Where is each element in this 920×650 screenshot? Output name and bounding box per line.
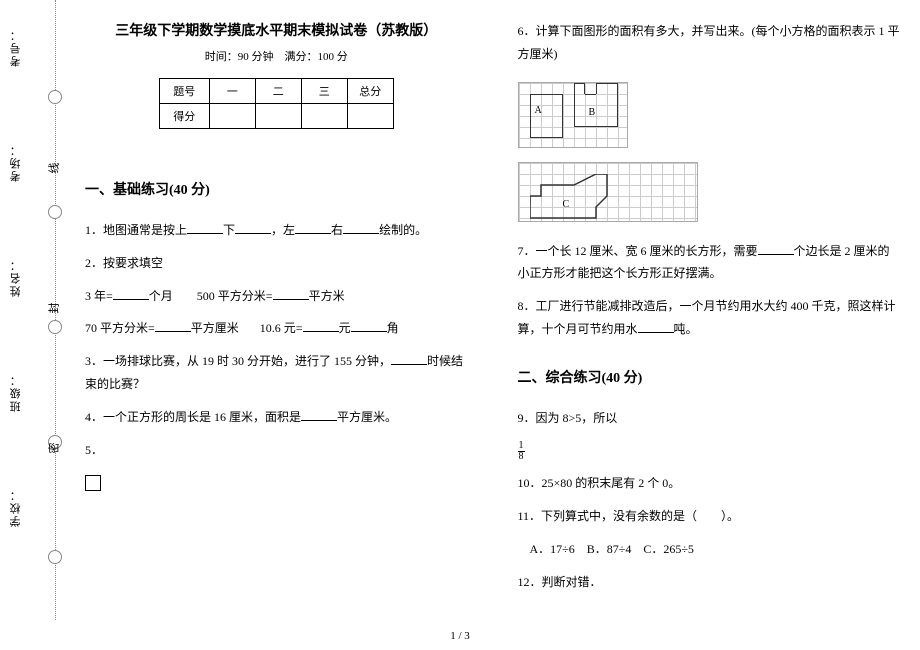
binding-circle [48, 205, 62, 219]
q2-part: 70 平方分米=平方厘米 [85, 321, 239, 335]
exam-title: 三年级下学期数学摸底水平期末模拟试卷（苏教版） [85, 20, 468, 40]
score-header: 三 [301, 79, 347, 104]
binding-margin: 考号： 考场： 姓名： 班级： 学校： 线 封 密 [0, 0, 70, 620]
page-content: 三年级下学期数学摸底水平期末模拟试卷（苏教版） 时间：90 分钟 满分：100 … [85, 20, 900, 620]
grid-figures-row1: A B [518, 82, 901, 148]
question-3: 3．一场排球比赛，从 19 时 30 分开始，进行了 155 分钟，时候结束的比… [85, 350, 468, 396]
score-cell [347, 104, 393, 129]
left-column: 三年级下学期数学摸底水平期末模拟试卷（苏教版） 时间：90 分钟 满分：100 … [85, 20, 468, 620]
q2-part: 3 年=个月 [85, 289, 173, 303]
grid-figures-row2: C [518, 162, 901, 222]
score-cell [209, 104, 255, 129]
question-11-options: A．17÷6 B．87÷4 C．265÷5 [518, 538, 901, 561]
grid-figure-ab: A B [518, 82, 628, 148]
score-header: 题号 [159, 79, 209, 104]
score-cell [301, 104, 347, 129]
binding-label-name: 姓名： [8, 258, 24, 297]
question-7: 7．一个长 12 厘米、宽 6 厘米的长方形，需要个边长是 2 厘米的小正方形才… [518, 240, 901, 286]
q2-part: 500 平方分米=平方米 [197, 289, 345, 303]
shape-a [530, 94, 563, 138]
shape-label-a: A [535, 105, 542, 116]
square-box-icon [85, 475, 101, 491]
question-10: 10．25×80 的积末尾有 2 个 0。 [518, 472, 901, 495]
q1-text: 1．地图通常是按上下，左右绘制的。 [85, 223, 427, 237]
shape-label-b: B [589, 107, 596, 118]
fraction-denominator: 8 [518, 452, 525, 462]
question-11: 11．下列算式中，没有余数的是（ ）。 [518, 505, 901, 528]
score-header: 总分 [347, 79, 393, 104]
section-heading-1: 一、基础练习(40 分) [85, 179, 468, 199]
question-8: 8．工厂进行节能减排改造后，一个月节约用水大约 400 千克，照这样计算，十个月… [518, 295, 901, 341]
fraction: 1 8 [518, 441, 525, 462]
question-2-line2: 70 平方分米=平方厘米 10.6 元=元角 [85, 317, 468, 340]
score-row-label: 得分 [159, 104, 209, 129]
binding-label-school: 学校： [8, 488, 24, 527]
grid-figure-c: C [518, 162, 698, 222]
question-5-box [85, 471, 468, 499]
score-header: 二 [255, 79, 301, 104]
section-heading-2: 二、综合练习(40 分) [518, 367, 901, 387]
binding-label-examno: 考号： [8, 28, 24, 67]
binding-circle [48, 550, 62, 564]
table-row: 得分 [159, 104, 393, 129]
q2-part: 10.6 元=元角 [260, 321, 399, 335]
shape-label-c: C [563, 199, 570, 210]
question-2-line1: 3 年=个月 500 平方分米=平方米 [85, 285, 468, 308]
question-9-frac: 1 8 [518, 440, 901, 463]
page-number: 1 / 3 [0, 630, 920, 642]
binding-seal-char: 封 [46, 303, 62, 314]
binding-label-room: 考场： [8, 143, 24, 182]
table-row: 题号 一 二 三 总分 [159, 79, 393, 104]
binding-seal-char: 密 [46, 443, 62, 454]
right-column: 6．计算下面图形的面积有多大，并写出来。(每个小方格的面积表示 1 平方厘米) … [518, 20, 901, 620]
exam-subtitle: 时间：90 分钟 满分：100 分 [85, 48, 468, 64]
score-header: 一 [209, 79, 255, 104]
question-1: 1．地图通常是按上下，左右绘制的。 [85, 219, 468, 242]
score-table: 题号 一 二 三 总分 得分 [159, 78, 394, 129]
question-6: 6．计算下面图形的面积有多大，并写出来。(每个小方格的面积表示 1 平方厘米) [518, 20, 901, 66]
binding-circle [48, 90, 62, 104]
question-12: 12．判断对错． [518, 571, 901, 594]
binding-circle [48, 320, 62, 334]
score-cell [255, 104, 301, 129]
question-9: 9．因为 8>5，所以 [518, 407, 901, 430]
question-5: 5． [85, 439, 468, 462]
binding-label-class: 班级： [8, 373, 24, 412]
binding-seal-char: 线 [46, 163, 62, 174]
question-2: 2．按要求填空 [85, 252, 468, 275]
shape-b [574, 83, 629, 123]
question-4: 4．一个正方形的周长是 16 厘米，面积是平方厘米。 [85, 406, 468, 429]
shape-c [530, 174, 620, 222]
